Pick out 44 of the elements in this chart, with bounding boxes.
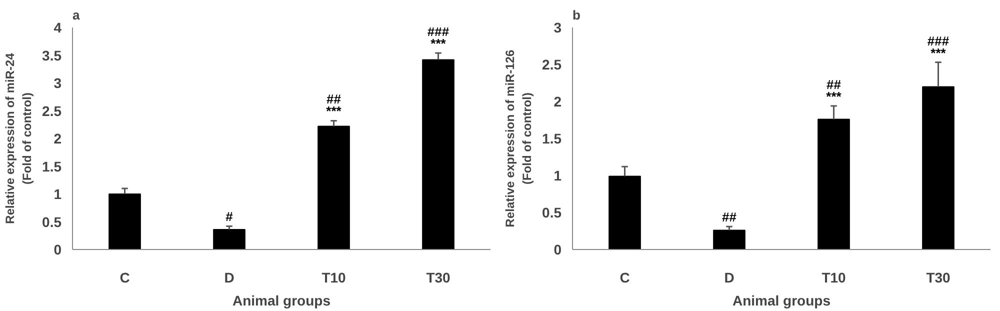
y-tick-label: 2 — [54, 130, 62, 146]
annotation: ## *** — [826, 76, 842, 104]
y-tick-label: 3.5 — [42, 47, 62, 64]
x-tick-label: T30 — [426, 270, 451, 286]
y-tick-label: 0 — [54, 242, 62, 258]
y-tick-label: 2 — [554, 94, 562, 110]
x-tick-label: C — [120, 270, 130, 286]
x-tick-label: T30 — [926, 270, 951, 286]
y-tick-label: 2.5 — [542, 56, 562, 72]
y-tick-label: 1.5 — [542, 130, 562, 146]
annotation: ### *** — [427, 24, 450, 52]
chart-title: a — [72, 8, 80, 22]
x-tick-label: T10 — [822, 270, 846, 286]
x-tick-label: D — [724, 270, 734, 286]
bar — [922, 86, 954, 250]
x-tick-label: C — [620, 270, 630, 286]
y-tick-label: 1 — [54, 186, 62, 202]
y-tick-label: 3 — [54, 75, 62, 91]
x-axis-title: Animal groups — [232, 292, 331, 308]
annotation: ## — [722, 210, 738, 225]
bar — [608, 176, 641, 250]
y-tick-label: 1 — [554, 168, 562, 184]
annotation: # — [226, 209, 234, 224]
y-tick-label: 0.5 — [542, 204, 562, 220]
bar — [818, 118, 850, 250]
bar — [108, 194, 141, 250]
bar — [713, 230, 746, 250]
annotation: ### *** — [927, 33, 950, 60]
chart-title: b — [572, 8, 580, 22]
y-tick-label: 1.5 — [42, 158, 62, 174]
y-tick-label: 4 — [54, 20, 62, 36]
annotation: ## *** — [326, 92, 342, 119]
x-axis-title: Animal groups — [732, 292, 831, 308]
y-tick-label: 3 — [554, 20, 562, 36]
y-tick-label: 0 — [554, 242, 562, 258]
y-axis-title: Relative expression of miR-24 (Fold of control) — [3, 52, 34, 224]
bar — [422, 59, 454, 250]
y-axis-title: Relative expression of miR-126 (Fold of control) — [503, 49, 534, 228]
x-tick-label: D — [224, 270, 234, 286]
bar — [318, 126, 350, 250]
bar — [213, 229, 246, 250]
y-tick-label: 0.5 — [42, 214, 62, 230]
y-tick-label: 2.5 — [42, 102, 62, 119]
x-tick-label: T10 — [322, 270, 346, 286]
